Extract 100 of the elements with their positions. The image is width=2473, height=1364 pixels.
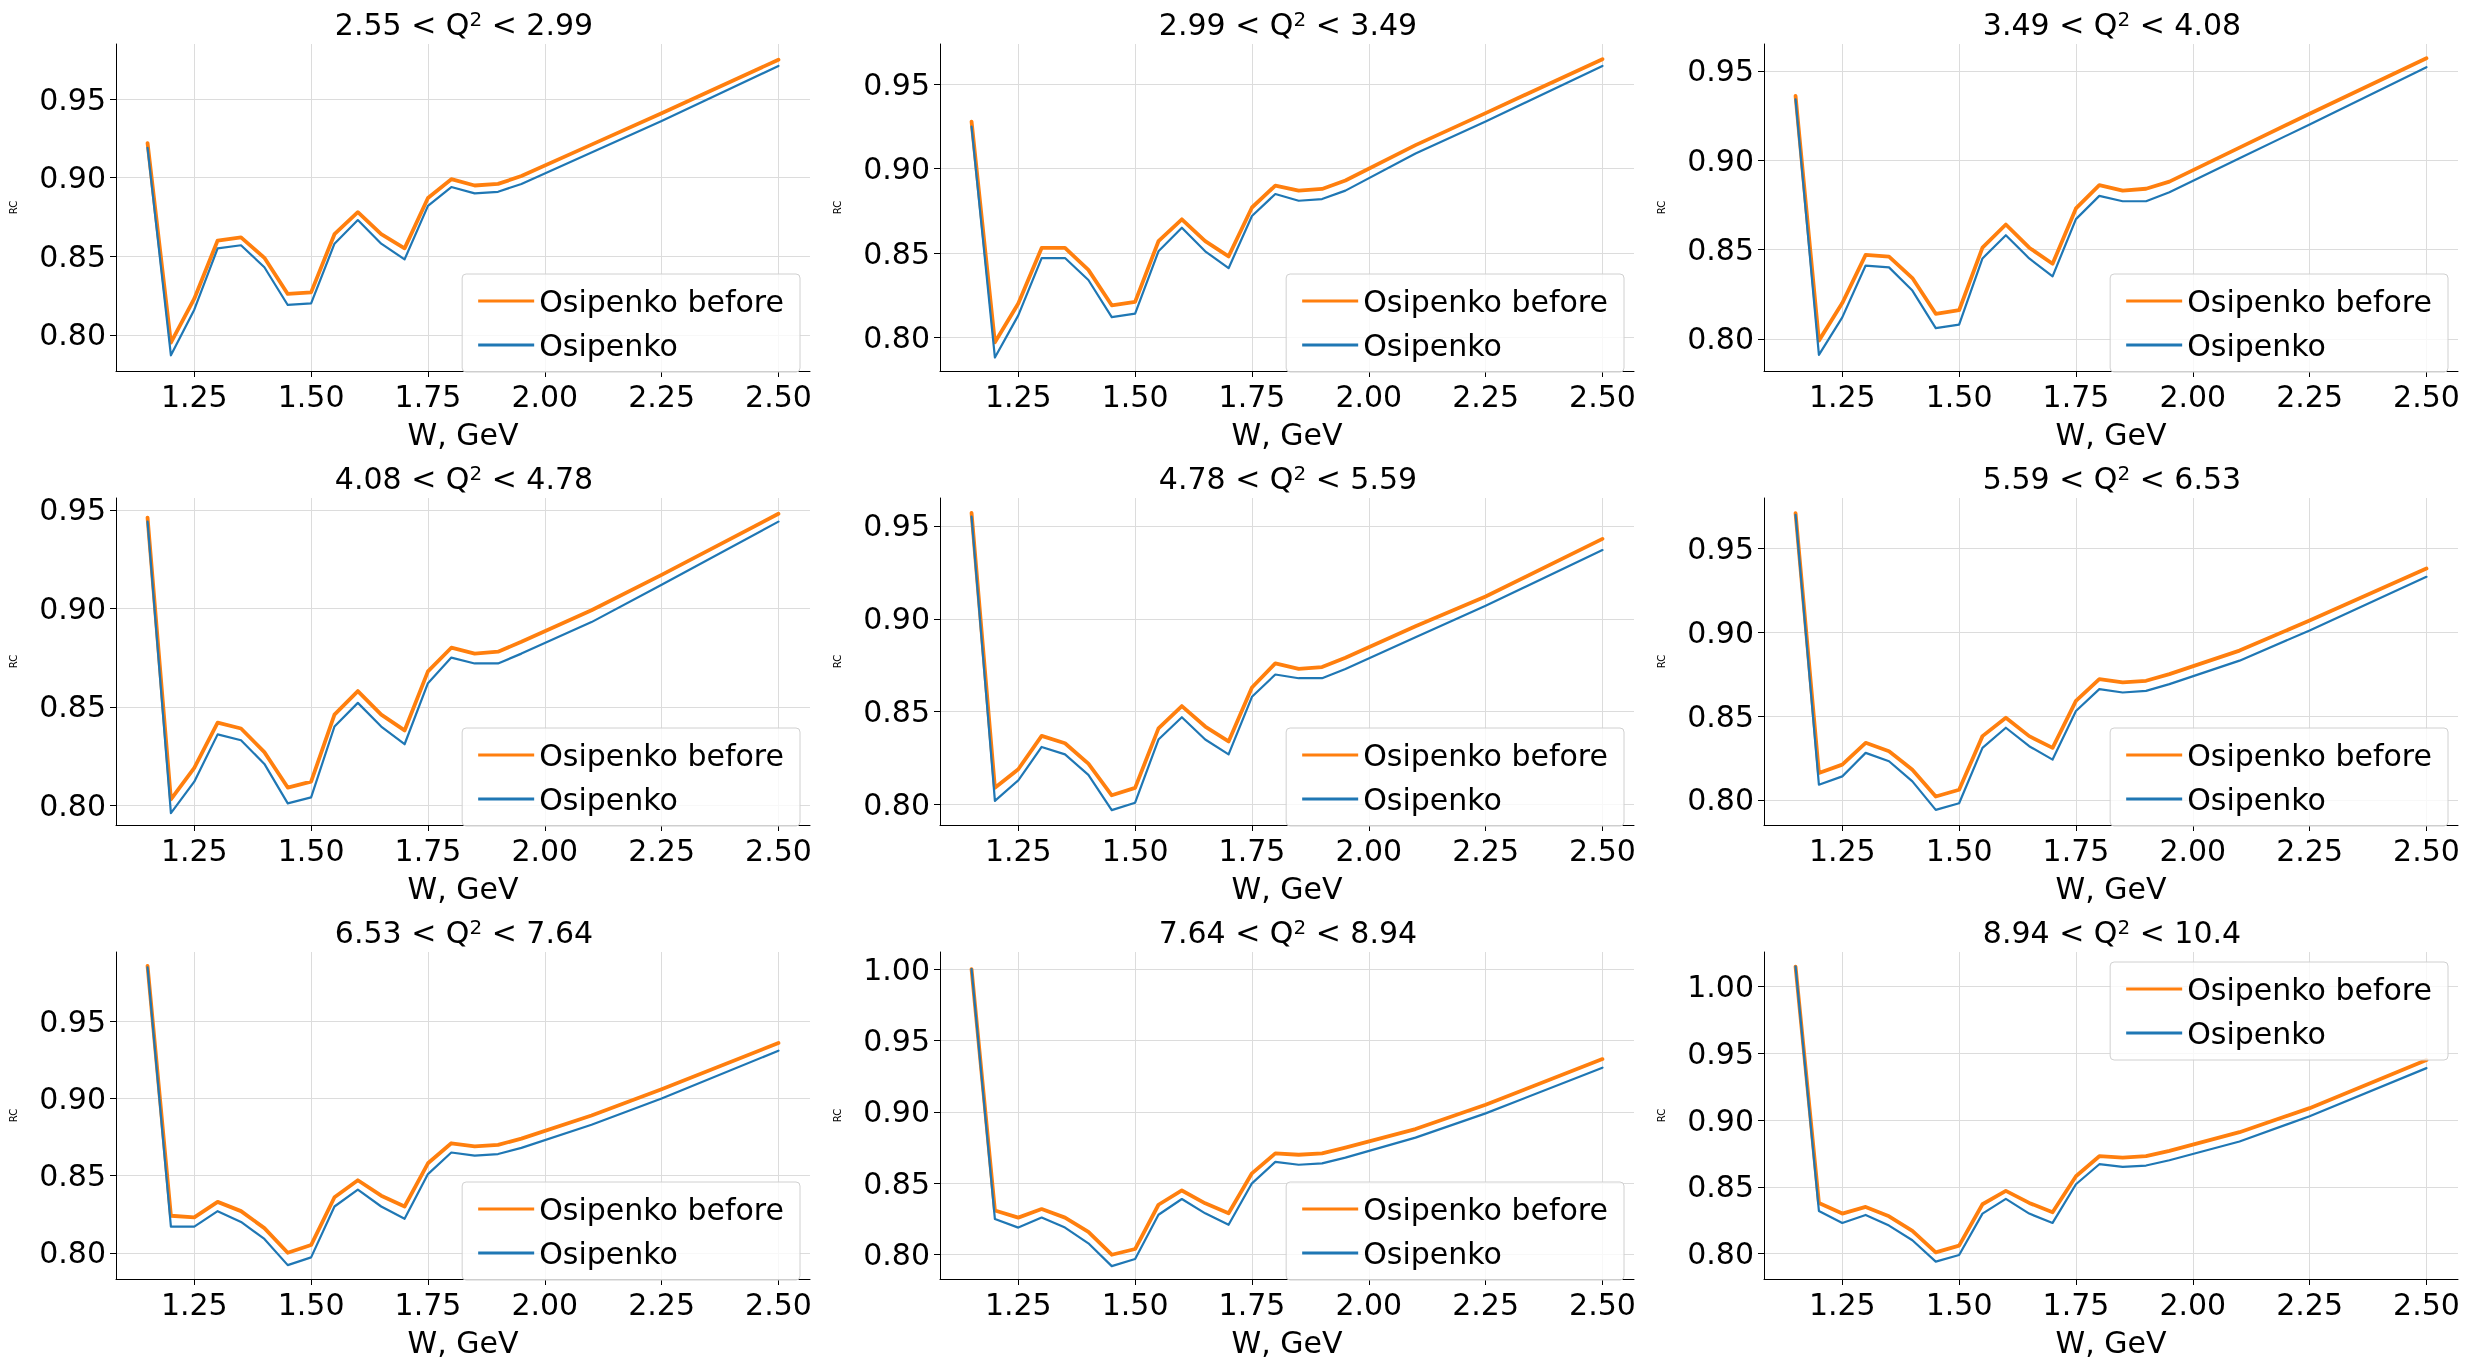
y-tick-label: 0.90 <box>1687 614 1754 650</box>
x-tick-label: 2.00 <box>511 1286 579 1322</box>
legend-label: Osipenko before <box>1363 1191 1609 1227</box>
x-tick-label: 2.00 <box>1335 378 1403 414</box>
x-axis-title: W, GeV <box>2055 416 2167 452</box>
legend-label: Osipenko <box>1363 1235 1502 1271</box>
x-tick-label: 2.25 <box>628 832 696 868</box>
y-tick-label: 0.90 <box>1687 1102 1754 1138</box>
y-axis-title: RC <box>1655 1108 1667 1123</box>
x-tick-label: 1.75 <box>394 832 462 868</box>
x-tick-label: 2.25 <box>2276 1286 2344 1322</box>
x-tick-label: 1.75 <box>1218 378 1286 414</box>
x-tick-label: 1.50 <box>1925 1286 1993 1322</box>
y-tick-label: 0.80 <box>863 319 930 355</box>
x-tick-label: 2.25 <box>1452 832 1520 868</box>
y-tick-label: 0.95 <box>863 1023 930 1059</box>
legend-label: Osipenko before <box>2187 283 2433 319</box>
legend-label: Osipenko <box>539 1235 678 1271</box>
y-tick-label: 0.85 <box>39 1158 106 1194</box>
legend-label: Osipenko <box>2187 1015 2326 1051</box>
x-tick-label: 1.75 <box>394 378 462 414</box>
y-tick-label: 0.90 <box>39 160 106 196</box>
x-tick-label: 2.00 <box>2159 378 2227 414</box>
y-tick-label: 0.80 <box>863 787 930 823</box>
y-axis-title: RC <box>831 200 843 215</box>
x-tick-label: 2.00 <box>1335 832 1403 868</box>
y-axis-title: RC <box>831 654 843 669</box>
x-tick-label: 1.75 <box>394 1286 462 1322</box>
y-tick-label: 0.80 <box>1687 1236 1754 1272</box>
y-axis-title: RC <box>831 1108 843 1123</box>
x-axis-title: W, GeV <box>1231 416 1343 452</box>
y-axis-title: RC <box>1655 200 1667 215</box>
x-axis-title: W, GeV <box>2055 870 2167 906</box>
x-tick-label: 2.50 <box>745 378 812 414</box>
x-tick-label: 2.50 <box>745 1286 812 1322</box>
y-tick-label: 0.80 <box>1687 782 1754 818</box>
x-axis-title: W, GeV <box>1231 870 1343 906</box>
x-tick-label: 2.00 <box>1335 1286 1403 1322</box>
x-tick-label: 1.50 <box>1101 378 1169 414</box>
y-tick-label: 0.90 <box>863 601 930 637</box>
y-tick-label: 0.95 <box>863 66 930 102</box>
y-tick-label: 0.90 <box>39 1081 106 1117</box>
y-tick-label: 0.90 <box>1687 142 1754 178</box>
y-tick-label: 0.95 <box>39 1003 106 1039</box>
y-tick-label: 0.95 <box>863 508 930 544</box>
x-axis-title: W, GeV <box>1231 1324 1343 1360</box>
x-tick-label: 1.50 <box>277 1286 345 1322</box>
x-tick-label: 1.75 <box>2042 1286 2110 1322</box>
legend-label: Osipenko <box>2187 327 2326 363</box>
x-axis-title: W, GeV <box>407 870 519 906</box>
legend-label: Osipenko <box>539 781 678 817</box>
y-tick-label: 1.00 <box>863 951 930 987</box>
x-tick-label: 2.25 <box>628 1286 696 1322</box>
x-tick-label: 2.00 <box>511 832 579 868</box>
x-tick-label: 1.50 <box>1925 832 1993 868</box>
legend-label: Osipenko <box>2187 781 2326 817</box>
legend-label: Osipenko before <box>539 283 785 319</box>
y-tick-label: 0.80 <box>39 317 106 353</box>
x-tick-label: 2.00 <box>2159 832 2227 868</box>
y-tick-label: 0.90 <box>863 151 930 187</box>
x-tick-label: 1.25 <box>1808 1286 1876 1322</box>
x-tick-label: 1.75 <box>2042 832 2110 868</box>
y-tick-label: 0.85 <box>39 689 106 725</box>
x-tick-label: 2.50 <box>2393 1286 2460 1322</box>
y-axis-title: RC <box>7 1108 19 1123</box>
y-tick-label: 0.85 <box>863 1165 930 1201</box>
x-tick-label: 1.75 <box>1218 1286 1286 1322</box>
x-tick-label: 1.25 <box>1808 832 1876 868</box>
x-axis-title: W, GeV <box>407 416 519 452</box>
x-tick-label: 1.25 <box>1808 378 1876 414</box>
x-tick-label: 1.75 <box>1218 832 1286 868</box>
x-tick-label: 1.50 <box>1101 1286 1169 1322</box>
legend-label: Osipenko <box>539 327 678 363</box>
x-tick-label: 2.25 <box>2276 378 2344 414</box>
legend-label: Osipenko before <box>2187 971 2433 1007</box>
y-tick-label: 0.85 <box>1687 698 1754 734</box>
x-tick-label: 2.50 <box>1569 1286 1636 1322</box>
y-tick-label: 0.85 <box>39 238 106 274</box>
x-tick-label: 2.50 <box>2393 378 2460 414</box>
y-tick-label: 0.95 <box>1687 530 1754 566</box>
y-tick-label: 0.80 <box>39 787 106 823</box>
x-axis-title: W, GeV <box>407 1324 519 1360</box>
legend-label: Osipenko before <box>539 1191 785 1227</box>
y-tick-label: 0.95 <box>1687 53 1754 89</box>
x-tick-label: 1.50 <box>277 832 345 868</box>
y-tick-label: 0.85 <box>863 694 930 730</box>
x-axis-title: W, GeV <box>2055 1324 2167 1360</box>
y-tick-label: 0.90 <box>863 1094 930 1130</box>
y-axis-title: RC <box>7 200 19 215</box>
y-tick-label: 0.85 <box>1687 231 1754 267</box>
x-tick-label: 2.50 <box>1569 378 1636 414</box>
legend-label: Osipenko before <box>1363 737 1609 773</box>
x-tick-label: 2.50 <box>745 832 812 868</box>
x-tick-label: 1.25 <box>160 1286 228 1322</box>
x-tick-label: 1.50 <box>1925 378 1993 414</box>
x-tick-label: 2.50 <box>2393 832 2460 868</box>
y-tick-label: 1.00 <box>1687 969 1754 1005</box>
x-tick-label: 2.00 <box>2159 1286 2227 1322</box>
y-tick-label: 0.85 <box>1687 1169 1754 1205</box>
y-tick-label: 0.80 <box>1687 321 1754 357</box>
